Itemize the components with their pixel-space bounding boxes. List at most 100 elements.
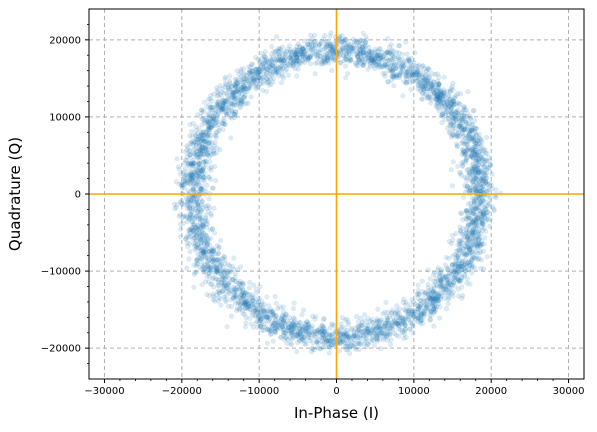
data-point bbox=[300, 53, 306, 59]
data-point bbox=[478, 169, 484, 176]
data-point bbox=[386, 57, 392, 63]
data-point bbox=[438, 91, 444, 97]
data-point bbox=[194, 257, 200, 263]
data-point bbox=[259, 298, 265, 305]
data-point bbox=[259, 51, 265, 57]
y-axis-label: Quadrature (Q) bbox=[6, 137, 24, 251]
data-point bbox=[475, 167, 481, 173]
data-point bbox=[222, 76, 228, 82]
data-point bbox=[226, 280, 232, 286]
data-point bbox=[472, 206, 478, 212]
x-axis-label: In-Phase (I) bbox=[294, 404, 379, 422]
data-point bbox=[448, 167, 454, 173]
data-point bbox=[453, 93, 459, 99]
data-point bbox=[260, 64, 266, 70]
data-point bbox=[415, 291, 421, 297]
data-point bbox=[269, 72, 275, 78]
data-point bbox=[189, 177, 195, 184]
data-point bbox=[472, 265, 478, 271]
data-point bbox=[460, 217, 466, 223]
data-point bbox=[213, 135, 219, 141]
data-point bbox=[451, 115, 458, 121]
data-point bbox=[215, 114, 221, 120]
data-point bbox=[362, 312, 368, 318]
data-point bbox=[231, 94, 237, 100]
data-point bbox=[471, 138, 477, 144]
data-point bbox=[435, 100, 442, 106]
data-point bbox=[322, 33, 328, 39]
data-point bbox=[461, 114, 467, 120]
data-point bbox=[445, 301, 451, 307]
data-point bbox=[298, 49, 304, 55]
data-point bbox=[268, 331, 274, 337]
data-point bbox=[220, 106, 226, 112]
data-point bbox=[301, 334, 307, 340]
data-point bbox=[426, 288, 432, 294]
data-point bbox=[240, 290, 246, 296]
data-point bbox=[400, 299, 406, 305]
data-point bbox=[480, 221, 486, 227]
data-point bbox=[340, 336, 346, 342]
data-point bbox=[203, 221, 209, 227]
data-point bbox=[207, 227, 214, 233]
data-point bbox=[275, 48, 281, 54]
data-point bbox=[375, 52, 381, 59]
data-point bbox=[365, 66, 371, 72]
data-point bbox=[191, 160, 197, 166]
data-point bbox=[208, 133, 214, 139]
data-point bbox=[410, 311, 416, 317]
data-point bbox=[216, 99, 222, 106]
data-point bbox=[424, 78, 430, 84]
data-point bbox=[250, 298, 256, 304]
data-point bbox=[184, 240, 190, 246]
data-point bbox=[461, 126, 467, 132]
y-tick-label: −10000 bbox=[41, 267, 81, 278]
data-point bbox=[471, 107, 477, 113]
data-point bbox=[392, 311, 398, 317]
data-point bbox=[299, 325, 305, 331]
data-point bbox=[425, 292, 431, 298]
data-point bbox=[457, 169, 463, 175]
data-point bbox=[399, 65, 405, 72]
data-point bbox=[441, 74, 447, 80]
data-point bbox=[381, 324, 387, 330]
data-point bbox=[241, 293, 247, 299]
data-point bbox=[437, 88, 443, 95]
data-point bbox=[240, 286, 246, 292]
data-point bbox=[478, 266, 484, 272]
data-point bbox=[468, 215, 474, 221]
data-point bbox=[205, 132, 211, 138]
data-point bbox=[209, 226, 216, 232]
data-point bbox=[263, 57, 270, 63]
data-point bbox=[295, 62, 301, 68]
data-point bbox=[309, 50, 315, 56]
data-point bbox=[187, 168, 193, 174]
data-point bbox=[200, 246, 206, 252]
data-point bbox=[448, 101, 455, 107]
data-point bbox=[212, 120, 219, 126]
data-point bbox=[289, 329, 295, 336]
data-point bbox=[384, 332, 390, 338]
data-point bbox=[195, 179, 201, 185]
data-point bbox=[288, 331, 295, 337]
data-point bbox=[243, 315, 249, 321]
data-point bbox=[476, 132, 482, 138]
data-point bbox=[447, 129, 453, 135]
data-point bbox=[220, 264, 226, 270]
data-point bbox=[273, 300, 279, 306]
data-point bbox=[350, 343, 356, 349]
data-point bbox=[377, 332, 383, 338]
data-point bbox=[240, 287, 246, 293]
data-point bbox=[456, 293, 462, 299]
data-point bbox=[214, 257, 220, 263]
data-point bbox=[478, 214, 484, 220]
data-point bbox=[328, 46, 334, 52]
data-point bbox=[305, 324, 311, 330]
data-point bbox=[451, 270, 457, 276]
data-point bbox=[194, 131, 201, 137]
data-point bbox=[208, 213, 214, 219]
data-point bbox=[457, 228, 464, 234]
data-point bbox=[264, 319, 270, 325]
data-point bbox=[414, 69, 420, 75]
data-point bbox=[201, 108, 207, 114]
